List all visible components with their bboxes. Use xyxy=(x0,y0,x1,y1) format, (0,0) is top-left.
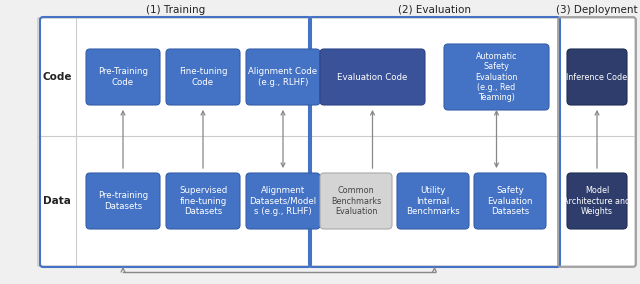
Text: Alignment
Datasets/Model
s (e.g., RLHF): Alignment Datasets/Model s (e.g., RLHF) xyxy=(250,186,317,216)
Text: Common
Benchmarks
Evaluation: Common Benchmarks Evaluation xyxy=(331,186,381,216)
Text: Pre-Training
Code: Pre-Training Code xyxy=(98,67,148,87)
FancyBboxPatch shape xyxy=(567,49,627,105)
Text: Data: Data xyxy=(43,196,71,206)
FancyBboxPatch shape xyxy=(567,173,627,229)
Text: Evaluation Code: Evaluation Code xyxy=(337,72,408,82)
FancyBboxPatch shape xyxy=(444,44,549,110)
Text: Model
Architecture and
Weights: Model Architecture and Weights xyxy=(563,186,630,216)
FancyBboxPatch shape xyxy=(320,173,392,229)
FancyBboxPatch shape xyxy=(38,18,635,266)
Text: Automatic
Safety
Evaluation
(e.g., Red
Teaming): Automatic Safety Evaluation (e.g., Red T… xyxy=(476,52,518,102)
FancyBboxPatch shape xyxy=(166,49,240,105)
Text: (1) Training: (1) Training xyxy=(146,5,205,15)
Text: Code: Code xyxy=(42,72,72,82)
Text: Utility
Internal
Benchmarks: Utility Internal Benchmarks xyxy=(406,186,460,216)
FancyBboxPatch shape xyxy=(246,49,320,105)
Text: Alignment Code
(e.g., RLHF): Alignment Code (e.g., RLHF) xyxy=(248,67,317,87)
FancyBboxPatch shape xyxy=(320,49,425,105)
Text: Pre-training
Datasets: Pre-training Datasets xyxy=(98,191,148,211)
FancyBboxPatch shape xyxy=(246,173,320,229)
Text: (3) Deployment: (3) Deployment xyxy=(556,5,638,15)
FancyBboxPatch shape xyxy=(86,49,160,105)
Text: Supervised
fine-tuning
Datasets: Supervised fine-tuning Datasets xyxy=(179,186,227,216)
Text: Fine-tuning
Code: Fine-tuning Code xyxy=(179,67,227,87)
Text: Inference Code: Inference Code xyxy=(566,72,628,82)
FancyBboxPatch shape xyxy=(86,173,160,229)
Text: Safety
Evaluation
Datasets: Safety Evaluation Datasets xyxy=(487,186,532,216)
FancyBboxPatch shape xyxy=(166,173,240,229)
Text: (2) Evaluation: (2) Evaluation xyxy=(398,5,471,15)
FancyBboxPatch shape xyxy=(474,173,546,229)
FancyBboxPatch shape xyxy=(397,173,469,229)
